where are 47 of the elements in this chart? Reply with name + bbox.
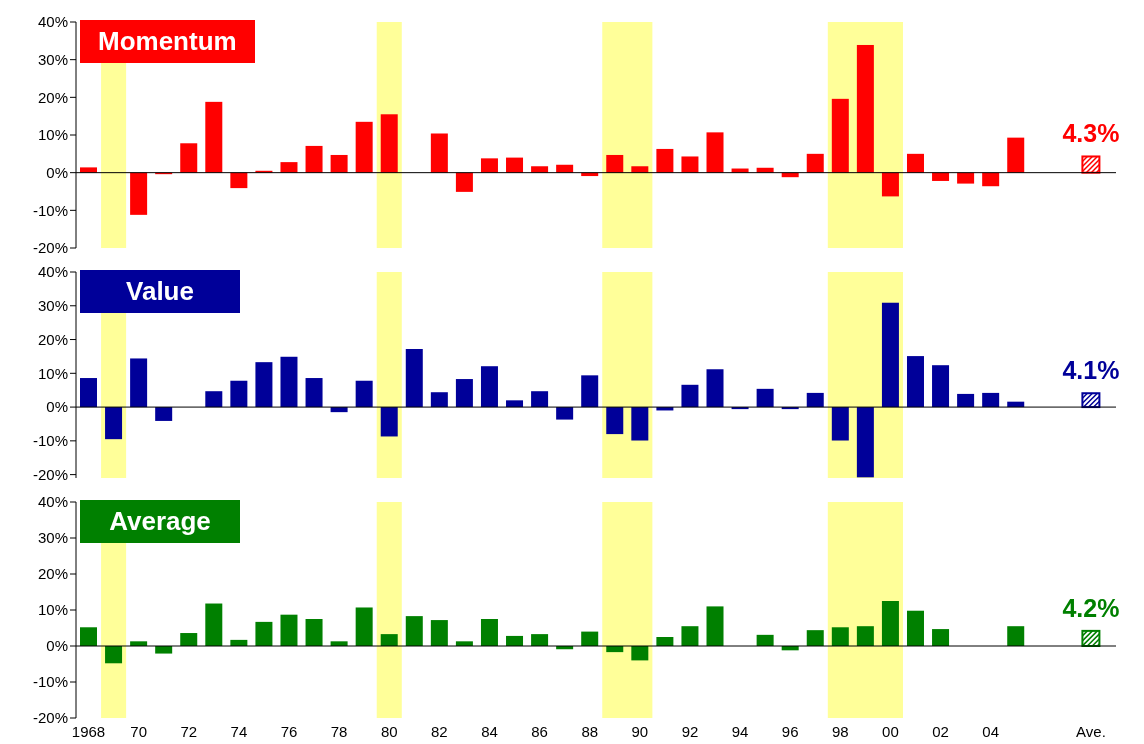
x-tick-label: 76 bbox=[280, 722, 298, 740]
data-label: 4.1% bbox=[1062, 356, 1120, 385]
x-tick-label: 02 bbox=[932, 722, 949, 740]
y-tick-label: -20% bbox=[32, 465, 68, 483]
x-tick-label: 1968 bbox=[71, 722, 106, 740]
y-tick-label: 0% bbox=[46, 637, 68, 655]
label-box: Value bbox=[80, 270, 240, 313]
x-tick-label: 00 bbox=[882, 722, 899, 740]
x-tick-label: 96 bbox=[781, 722, 799, 740]
label-box: Momentum bbox=[80, 20, 255, 63]
x-tick-label: 80 bbox=[380, 722, 398, 740]
y-tick-label: 40% bbox=[37, 493, 68, 511]
x-tick-label: 84 bbox=[481, 722, 498, 740]
data-label: 4.2% bbox=[1062, 593, 1120, 622]
x-tick-label: 70 bbox=[130, 722, 147, 740]
y-tick-label: 30% bbox=[37, 297, 68, 315]
y-tick-label: 10% bbox=[37, 126, 68, 144]
x-tick-label: 72 bbox=[180, 722, 198, 740]
x-tick-label: 74 bbox=[230, 722, 248, 740]
y-tick-label: -20% bbox=[32, 239, 68, 257]
x-tick-label: 82 bbox=[431, 722, 448, 740]
y-tick-label: 10% bbox=[37, 364, 68, 382]
y-tick-label: 0% bbox=[46, 163, 68, 181]
y-tick-label: -10% bbox=[32, 432, 68, 450]
x-tick-label: 94 bbox=[731, 722, 749, 740]
x-tick-label: 78 bbox=[330, 722, 348, 740]
y-tick-label: -20% bbox=[32, 709, 68, 727]
y-tick-label: 10% bbox=[37, 601, 68, 619]
y-tick-label: -10% bbox=[32, 673, 68, 691]
x-tick-label: 88 bbox=[581, 722, 599, 740]
y-tick-label: -10% bbox=[32, 201, 68, 219]
label-box: Average bbox=[80, 500, 240, 543]
data-label: 4.3% bbox=[1062, 119, 1120, 148]
y-tick-label: 20% bbox=[37, 88, 68, 106]
y-tick-label: 40% bbox=[37, 263, 68, 281]
y-tick-label: 30% bbox=[37, 50, 68, 68]
x-tick-label: 92 bbox=[681, 722, 699, 740]
x-tick-label: 86 bbox=[531, 722, 548, 740]
y-tick-label: 40% bbox=[37, 13, 68, 31]
y-tick-label: 0% bbox=[46, 398, 68, 416]
x-tick-label: 98 bbox=[831, 722, 849, 740]
y-tick-label: 20% bbox=[37, 330, 68, 348]
x-tick-label: 04 bbox=[982, 722, 1000, 740]
x-tick-label: Ave. bbox=[1076, 722, 1106, 740]
x-tick-label: 90 bbox=[631, 722, 649, 740]
y-tick-label: 20% bbox=[37, 565, 68, 583]
y-tick-label: 30% bbox=[37, 529, 68, 547]
